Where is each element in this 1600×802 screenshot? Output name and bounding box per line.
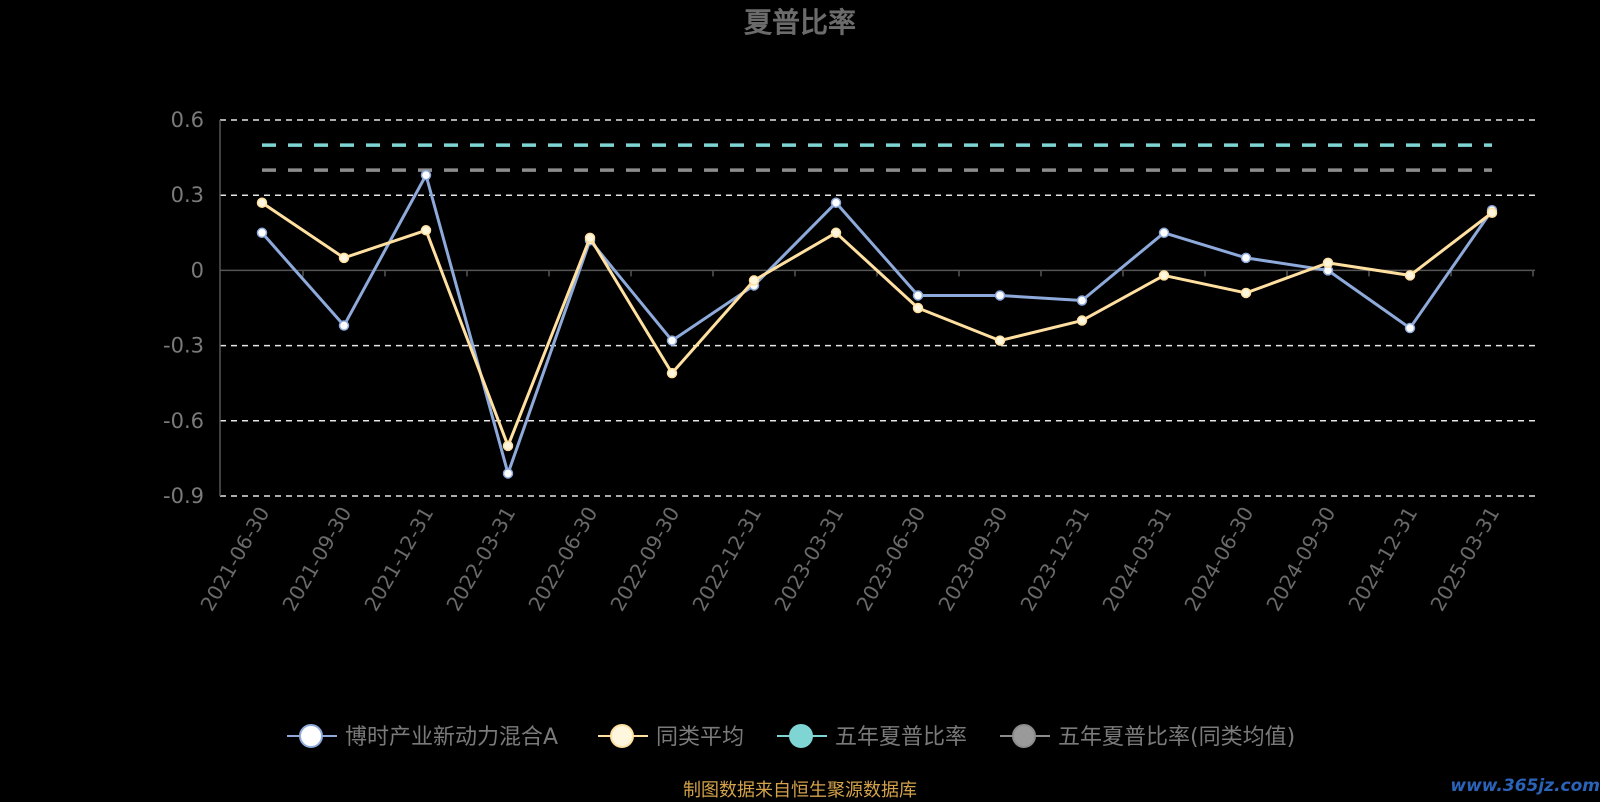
legend-marker-icon	[1012, 724, 1036, 748]
x-tick-label: 2021-12-31	[359, 503, 438, 616]
legend-label: 博时产业新动力混合A	[345, 725, 558, 750]
y-tick-label: 0.3	[171, 183, 204, 207]
x-tick-label: 2024-03-31	[1097, 503, 1176, 616]
x-tick-label: 2022-12-31	[687, 503, 766, 616]
y-tick-label: 0.6	[171, 108, 204, 132]
legend-marker-icon	[789, 724, 813, 748]
data-point	[338, 320, 350, 331]
x-tick-label: 2022-09-30	[605, 503, 684, 616]
x-tick-label: 2023-09-30	[933, 503, 1012, 616]
x-tick-label: 2025-03-31	[1425, 503, 1504, 616]
data-point	[912, 290, 924, 301]
legend-label: 五年夏普比率	[835, 725, 967, 750]
data-point	[1076, 315, 1088, 326]
data-point	[338, 252, 350, 264]
data-point	[994, 290, 1006, 301]
data-point	[666, 367, 678, 379]
y-tick-label: -0.9	[163, 484, 204, 508]
legend-marker-icon	[610, 724, 634, 748]
x-tick-label: 2024-12-31	[1343, 503, 1422, 616]
data-point	[256, 227, 268, 239]
data-point	[1158, 227, 1170, 239]
x-tick-label: 2022-03-31	[441, 503, 520, 616]
x-tick-label: 2021-06-30	[195, 503, 274, 616]
x-tick-label: 2024-09-30	[1261, 503, 1340, 616]
data-point	[1076, 295, 1088, 306]
legend-item[interactable]: 五年夏普比率	[777, 724, 967, 750]
grid-lines	[220, 119, 1535, 497]
legend-label: 同类平均	[656, 725, 744, 750]
data-point	[256, 197, 268, 208]
data-point	[830, 227, 842, 239]
data-point	[912, 302, 924, 314]
data-point	[502, 468, 514, 479]
chart-title: 夏普比率	[744, 6, 856, 39]
watermark: www.365jz.com	[1450, 776, 1600, 796]
data-point	[748, 275, 760, 286]
data-point	[1158, 270, 1170, 281]
legend[interactable]: 博时产业新动力混合A 同类平均 五年夏普比率 五年夏普比率(同类均值)	[287, 724, 1295, 750]
data-point	[420, 225, 432, 236]
data-point	[666, 335, 678, 346]
data-point	[1404, 322, 1416, 334]
data-point	[420, 169, 432, 181]
x-tick-label: 2022-06-30	[523, 503, 602, 616]
data-point	[584, 232, 596, 244]
x-tick-label: 2024-06-30	[1179, 503, 1258, 616]
data-point	[1404, 270, 1416, 281]
legend-item[interactable]: 五年夏普比率(同类均值)	[1000, 724, 1295, 750]
data-point	[1240, 287, 1252, 299]
data-source-note: 制图数据来自恒生聚源数据库	[683, 780, 917, 801]
reference-lines	[262, 143, 1492, 172]
x-tick-label: 2023-06-30	[851, 503, 930, 616]
data-point	[1486, 207, 1498, 218]
series-line	[261, 201, 1493, 448]
legend-item[interactable]: 博时产业新动力混合A	[287, 724, 558, 750]
legend-marker-icon	[299, 724, 323, 748]
data-point	[1240, 252, 1252, 264]
series-line	[260, 173, 1494, 475]
x-tick-label: 2023-03-31	[769, 503, 848, 616]
y-tick-label: -0.3	[163, 334, 204, 358]
series-lines	[256, 169, 1498, 479]
x-tick-label: 2023-12-31	[1015, 503, 1094, 616]
data-point	[994, 335, 1006, 346]
data-point	[1322, 257, 1334, 269]
y-tick-label: 0	[191, 258, 204, 282]
data-point	[502, 440, 514, 452]
x-tick-label: 2021-09-30	[277, 503, 356, 616]
y-tick-label: -0.6	[163, 409, 204, 433]
data-point	[830, 197, 842, 208]
legend-item[interactable]: 同类平均	[598, 724, 744, 750]
legend-label: 五年夏普比率(同类均值)	[1058, 725, 1295, 750]
